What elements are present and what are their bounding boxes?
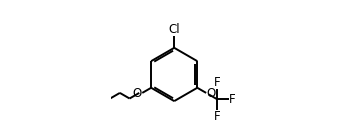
Text: F: F — [214, 110, 221, 123]
Text: F: F — [214, 76, 221, 89]
Text: O: O — [132, 87, 142, 100]
Text: F: F — [229, 93, 236, 106]
Text: Cl: Cl — [168, 23, 180, 36]
Text: O: O — [207, 87, 216, 100]
